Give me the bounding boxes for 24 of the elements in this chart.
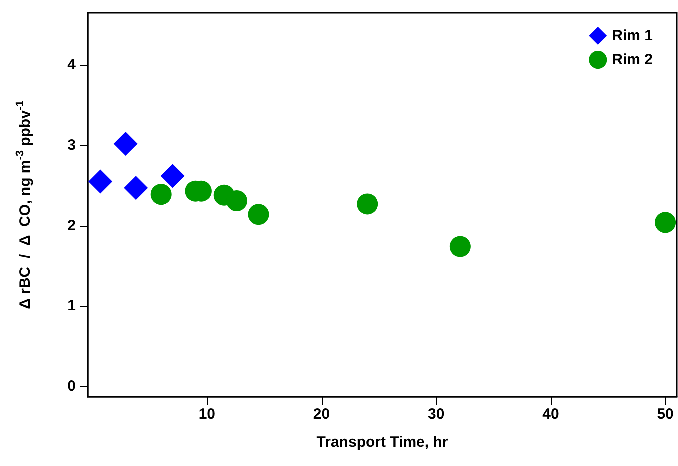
x-tick-label: 40 bbox=[542, 406, 560, 423]
legend-label: Rim 2 bbox=[612, 52, 654, 68]
x-tick-label: 50 bbox=[657, 406, 674, 423]
x-tick-label: 30 bbox=[428, 406, 445, 423]
point bbox=[248, 204, 270, 226]
y-tick-label: 1 bbox=[68, 298, 76, 315]
point bbox=[114, 132, 138, 156]
point bbox=[655, 212, 676, 234]
x-tick-label: 10 bbox=[198, 406, 216, 423]
point bbox=[357, 194, 378, 215]
legend-label: Rim 1 bbox=[612, 28, 654, 44]
point bbox=[160, 164, 185, 188]
y-axis-title: Δ rBC / Δ CO, ng m-3 ppbv-1 bbox=[14, 100, 34, 310]
y-tick-label: 4 bbox=[68, 56, 77, 74]
x-axis-title: Transport Time, hr bbox=[316, 434, 448, 451]
y-tick-label: 3 bbox=[68, 137, 76, 154]
y-tick-label: 0 bbox=[68, 378, 76, 396]
point bbox=[226, 190, 248, 212]
y-tick-label: 2 bbox=[68, 217, 76, 234]
point bbox=[450, 236, 471, 258]
point bbox=[124, 176, 148, 200]
point bbox=[150, 184, 172, 206]
x-tick-label: 20 bbox=[313, 406, 330, 423]
point bbox=[88, 170, 113, 194]
